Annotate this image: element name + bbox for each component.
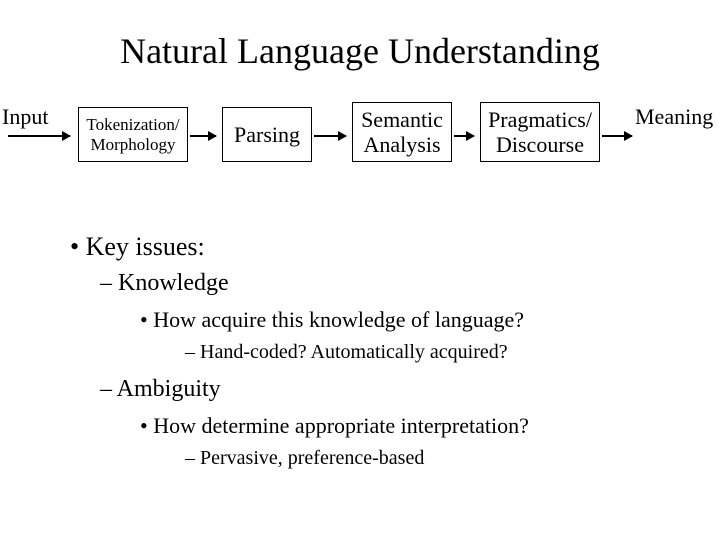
bullet-lvl1: • Key issues:	[70, 232, 720, 262]
output-label: Meaning	[635, 104, 713, 130]
box-line: Morphology	[91, 135, 176, 155]
box-pragmatics: Pragmatics/ Discourse	[480, 102, 600, 162]
box-line: Semantic	[361, 107, 443, 132]
box-line: Parsing	[234, 122, 300, 147]
bullet-lvl2: – Knowledge	[100, 270, 720, 297]
slide-title: Natural Language Understanding	[0, 0, 720, 92]
box-semantic: Semantic Analysis	[352, 102, 452, 162]
arrow	[602, 135, 632, 137]
bullet-lvl3: • How determine appropriate interpretati…	[140, 413, 720, 439]
box-line: Analysis	[364, 132, 441, 157]
box-parsing: Parsing	[222, 107, 312, 162]
box-tokenization: Tokenization/ Morphology	[78, 107, 188, 162]
arrow	[454, 135, 474, 137]
bullet-lvl4: – Pervasive, preference-based	[185, 447, 720, 470]
pipeline-flow: Input Tokenization/ Morphology Parsing S…	[0, 102, 720, 192]
arrow	[8, 135, 70, 137]
arrow	[190, 135, 216, 137]
box-line: Pragmatics/	[488, 107, 592, 132]
bullet-lvl4: – Hand-coded? Automatically acquired?	[185, 341, 720, 364]
bullet-lvl3: • How acquire this knowledge of language…	[140, 307, 720, 333]
input-label: Input	[2, 104, 48, 130]
arrow	[314, 135, 346, 137]
bullet-list: • Key issues: – Knowledge • How acquire …	[0, 192, 720, 470]
box-line: Tokenization/	[86, 115, 179, 135]
bullet-lvl2: – Ambiguity	[100, 376, 720, 403]
box-line: Discourse	[496, 132, 584, 157]
